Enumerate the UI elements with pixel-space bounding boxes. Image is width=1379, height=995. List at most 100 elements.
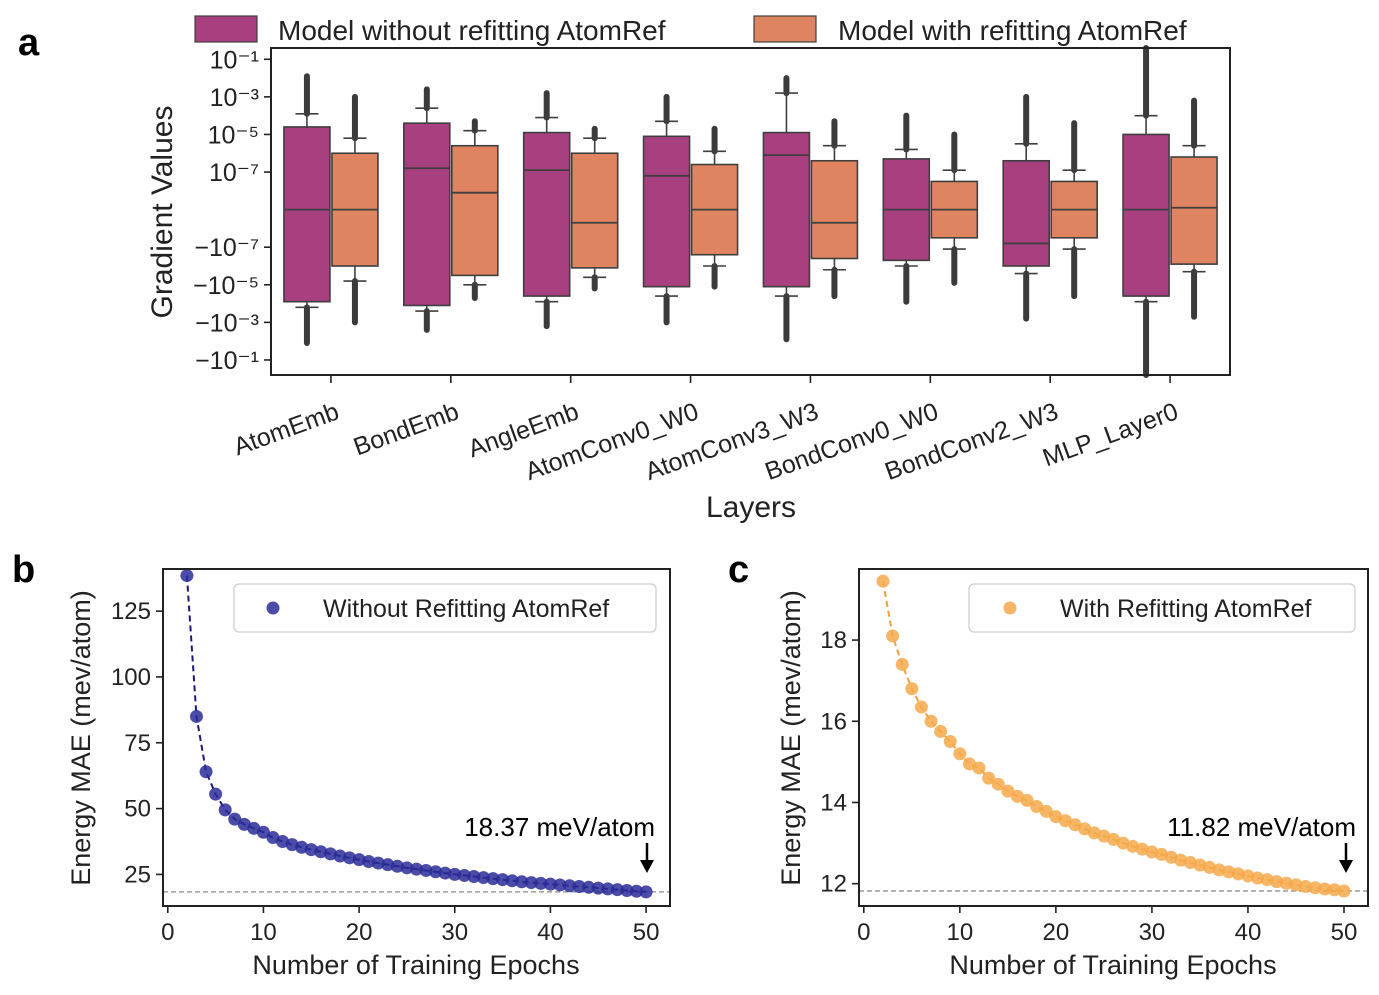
panel-b-legend-label: Without Refitting AtomRef (323, 595, 609, 623)
data-point (1030, 800, 1044, 814)
data-point (505, 874, 519, 888)
data-point (572, 880, 586, 894)
y-tick-label: −10⁻¹ (195, 347, 259, 375)
panel-b-ticks: 0 10 20 30 40 50 25 50 75 100 125 (111, 598, 659, 946)
box-body (1170, 156, 1218, 265)
x-tick-label: 10 (250, 919, 277, 946)
data-point (362, 855, 376, 869)
data-point (876, 574, 890, 588)
legend-swatch-without (194, 15, 258, 43)
data-point (972, 761, 986, 775)
data-point (180, 569, 194, 583)
panel-a-y-ticks: 10⁻¹ 10⁻³ 10⁻⁵ 10⁻⁷ −10⁻⁷ −10⁻⁵ −10⁻³ −10⁻¹ (193, 46, 271, 375)
data-point (429, 865, 443, 879)
y-tick-label: 25 (124, 861, 151, 888)
box-body (451, 144, 499, 277)
data-point (1308, 881, 1322, 895)
data-point (953, 747, 967, 761)
panel-c-legend-marker (1003, 601, 1017, 615)
data-point (400, 861, 414, 875)
box-body (403, 122, 451, 307)
y-tick-label: 10⁻⁵ (208, 121, 259, 149)
box-body (522, 131, 571, 297)
box-with (451, 118, 499, 301)
box-with (810, 118, 859, 300)
data-point (591, 881, 605, 895)
data-point (524, 876, 538, 890)
panel-b-x-axis-label: Number of Training Epochs (252, 950, 579, 980)
box-without (283, 73, 331, 347)
data-point (476, 871, 490, 885)
x-tick-label: 0 (161, 919, 174, 946)
x-tick-label: BondEmb (350, 397, 463, 461)
data-point (943, 735, 957, 749)
data-point (1327, 883, 1341, 897)
panel-b-plot-area (163, 569, 670, 899)
panel-c-frame (858, 568, 1369, 907)
data-point (582, 880, 596, 894)
panel-b-legend-marker (266, 601, 280, 615)
x-tick-label: 40 (1235, 919, 1262, 946)
data-point (218, 803, 232, 817)
data-point (199, 765, 213, 779)
panel-b-annotation-arrow (640, 843, 654, 873)
box-body (810, 159, 859, 260)
panel-b-annotation: 18.37 meV/atom (464, 812, 655, 842)
data-point (924, 714, 938, 728)
y-tick-label: 16 (820, 708, 847, 735)
data-point (419, 863, 433, 877)
panel-c-line-chart: 0 10 20 30 40 50 12 14 16 18 With Refitting AtomR… (776, 568, 1369, 980)
data-point (496, 873, 510, 887)
data-point (639, 885, 653, 899)
data-point (553, 878, 567, 892)
panel-c-legend-box (968, 583, 1356, 633)
data-point (982, 771, 996, 785)
panel-a-y-axis-label: Gradient Values (146, 106, 179, 319)
data-point (630, 884, 644, 898)
panel-c-x-axis-label: Number of Training Epochs (949, 950, 1276, 980)
data-point (886, 629, 900, 643)
x-tick-label: 50 (1331, 919, 1358, 946)
panel-a-plot-area (283, 45, 1218, 378)
x-tick-label: 0 (857, 919, 870, 946)
data-point (390, 859, 404, 873)
box-with (930, 131, 979, 286)
box-with (1170, 97, 1218, 320)
y-tick-label: 12 (820, 871, 847, 898)
panel-a-boxplot: Model without refitting AtomRef Model wi… (146, 15, 1231, 524)
box-body (642, 135, 691, 288)
y-tick-label: 125 (111, 598, 151, 625)
x-tick-label: AtomEmb (230, 397, 343, 461)
box-body (283, 126, 331, 303)
y-tick-label: 50 (124, 796, 151, 823)
y-tick-label: 10⁻¹ (210, 46, 259, 74)
data-point (457, 868, 471, 882)
data-point (1279, 876, 1293, 890)
data-point (1251, 871, 1265, 885)
y-tick-label: −10⁻⁵ (193, 272, 259, 300)
data-point (371, 856, 385, 870)
box-with (690, 125, 739, 290)
data-point (1289, 878, 1303, 892)
panel-c-annotation: 11.82 meV/atom (1167, 812, 1356, 842)
x-tick-label: 10 (946, 919, 973, 946)
y-tick-label: −10⁻⁷ (194, 234, 259, 262)
box-without (642, 93, 691, 326)
data-point (895, 657, 909, 671)
data-point (620, 883, 634, 897)
data-point (914, 700, 928, 714)
data-point (448, 867, 462, 881)
box-without (403, 86, 451, 333)
data-point (189, 709, 203, 723)
panel-c-legend-label: With Refitting AtomRef (1060, 595, 1312, 623)
data-point (515, 875, 529, 889)
panel-c-y-axis-label: Energy MAE (mev/atom) (776, 590, 806, 886)
y-tick-label: −10⁻³ (195, 309, 259, 337)
panel-label-b: b (12, 549, 35, 591)
legend-label-with: Model with refitting AtomRef (838, 15, 1187, 46)
panel-a-frame (270, 47, 1231, 376)
panel-c-ticks: 0 10 20 30 40 50 12 14 16 18 (820, 627, 1357, 946)
panel-b-frame (162, 568, 671, 907)
box-with (570, 125, 619, 292)
